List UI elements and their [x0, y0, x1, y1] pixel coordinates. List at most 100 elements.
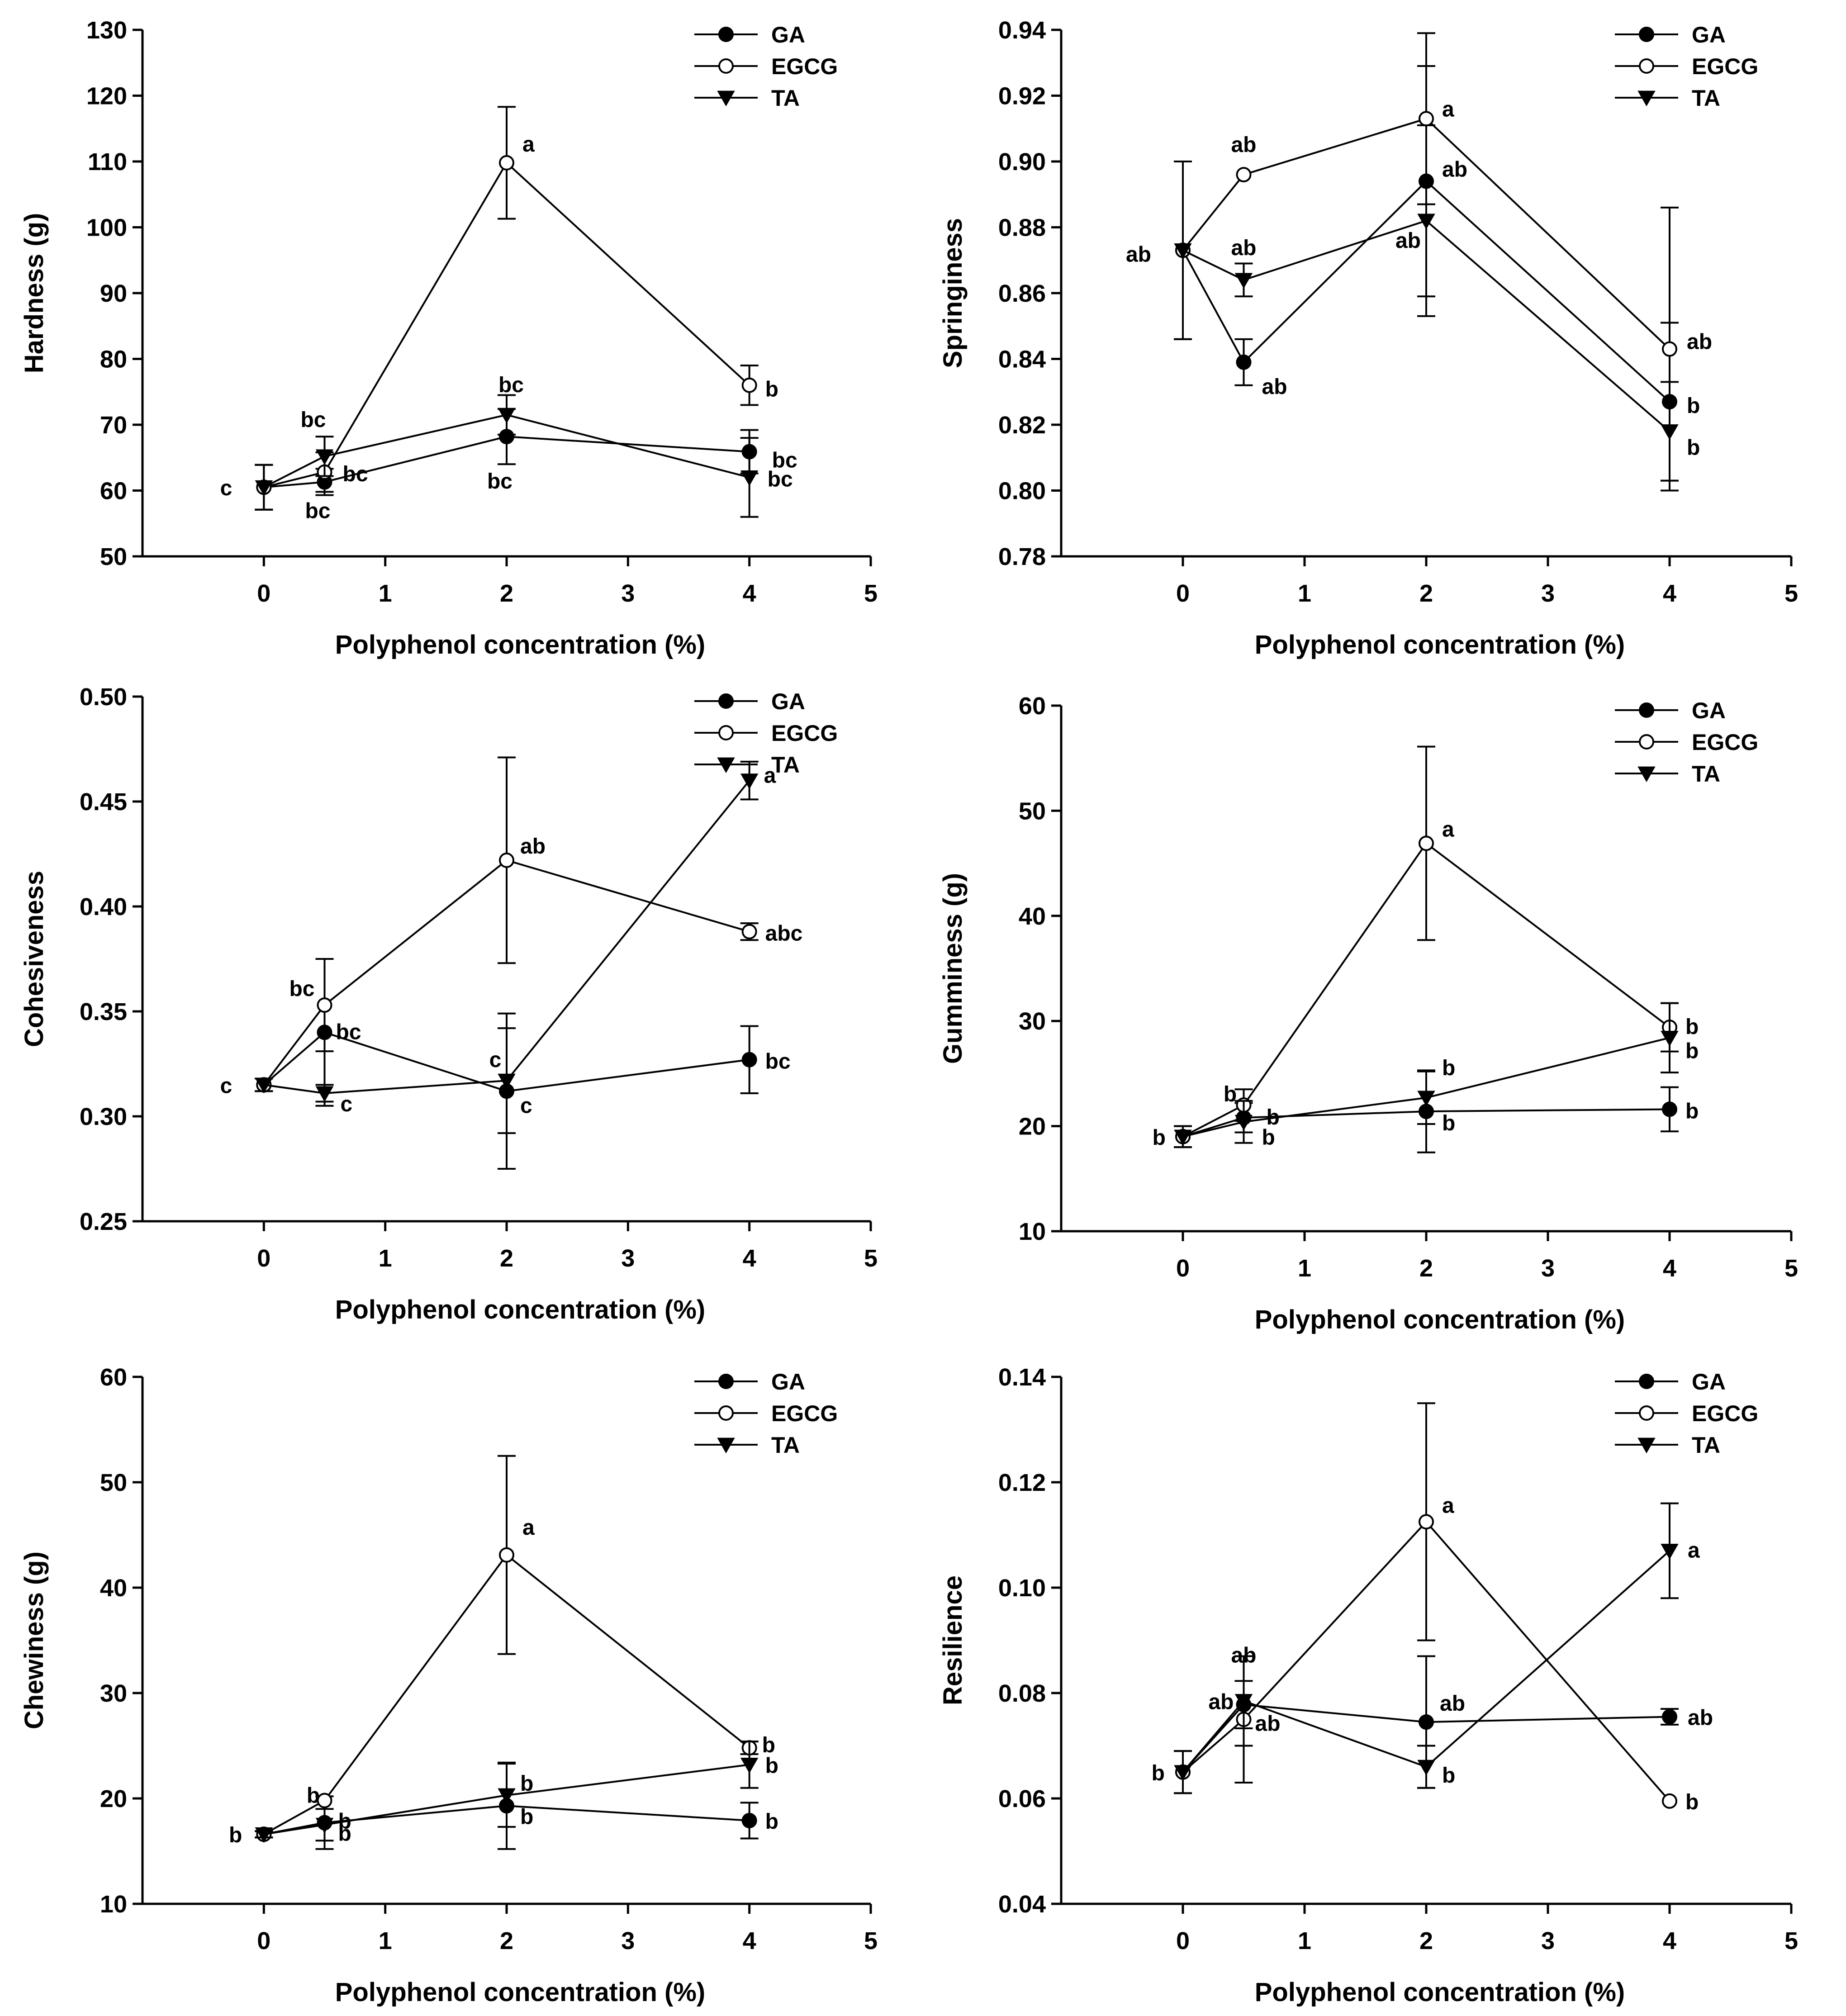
x-tick-label: 5 [864, 580, 878, 607]
y-axis-title: Cohesiveness [19, 871, 49, 1047]
marker-ga [1639, 27, 1654, 42]
significance-label: b [765, 1754, 778, 1778]
marker-egcg [1662, 1793, 1677, 1809]
y-tick-label: 30 [100, 1680, 127, 1707]
significance-label: a [1442, 817, 1454, 841]
significance-label: ab [1208, 1690, 1234, 1714]
series-ta: ab b a [1174, 1502, 1700, 1794]
legend-label-ga: GA [1692, 1369, 1726, 1395]
y-tick-label: 60 [100, 1364, 127, 1391]
x-tick-label: 2 [1419, 580, 1433, 607]
x-tick-label: 2 [500, 580, 513, 607]
marker-ta [498, 408, 516, 424]
significance-label: a [1442, 97, 1454, 121]
legend-label-ga: GA [771, 1369, 805, 1395]
series-line [1182, 1703, 1670, 1773]
significance-label: b [1224, 1082, 1237, 1106]
marker-ta [717, 90, 735, 107]
x-tick-label: 3 [621, 1927, 635, 1954]
y-tick-label: 0.08 [998, 1680, 1046, 1707]
marker-ga [1639, 702, 1654, 718]
y-tick-label: 0.84 [998, 346, 1046, 373]
series-line [1182, 180, 1670, 403]
x-tick-label: 1 [1298, 1255, 1311, 1282]
y-tick-label: 20 [100, 1785, 127, 1812]
y-tick-label: 0.90 [998, 148, 1046, 176]
y-tick-label: 0.50 [80, 683, 127, 711]
legend: GA EGCG TA [694, 1369, 838, 1458]
significance-label: b [338, 1822, 351, 1846]
legend: GA EGCG TA [694, 22, 838, 111]
series-ta: ab ab b [1174, 124, 1700, 482]
y-tick-label: 90 [100, 280, 127, 307]
series-line [263, 859, 750, 1086]
x-tick-label: 1 [379, 580, 392, 607]
significance-label: bc [487, 470, 513, 493]
significance-label: bc [765, 1050, 791, 1074]
significance-label: b [520, 1805, 533, 1829]
marker-ta [315, 1086, 334, 1102]
series-ta: b b b [1174, 1002, 1699, 1149]
marker-ta [717, 757, 735, 773]
marker-egcg [718, 1405, 734, 1421]
y-tick-label: 60 [100, 478, 127, 505]
x-axis-title: Polyphenol concentration (%) [1255, 630, 1625, 659]
series-line [1182, 219, 1670, 432]
significance-label: b [1687, 394, 1700, 418]
legend-label-egcg: EGCG [771, 54, 838, 79]
y-tick-label: 0.12 [998, 1469, 1046, 1496]
series-line [263, 1031, 750, 1092]
x-axis-title: Polyphenol concentration (%) [335, 630, 706, 659]
marker-ta [1661, 1030, 1679, 1047]
x-tick-label: 2 [500, 1927, 513, 1954]
x-tick-label: 3 [1541, 580, 1555, 607]
x-tick-label: 2 [1419, 1927, 1433, 1954]
significance-label: c [341, 1092, 353, 1116]
x-axis-title: Polyphenol concentration (%) [335, 1978, 706, 2007]
legend-label-ta: TA [1692, 1433, 1720, 1458]
marker-ga [1662, 1709, 1677, 1725]
significance-label: ab [1395, 229, 1421, 253]
chart-hardness: 50 60 70 80 90 100 110 120 130 0 1 2 3 4 5 Polyphenol c… [19, 17, 878, 659]
significance-label: b [765, 378, 778, 402]
series-line [263, 1553, 750, 1835]
marker-egcg [499, 1547, 514, 1563]
y-tick-label: 0.80 [998, 478, 1046, 505]
legend-label-ga: GA [771, 689, 805, 714]
y-axis-title: Gumminess (g) [938, 873, 968, 1064]
significance-label: bc [343, 462, 368, 486]
series-ta: b b b [255, 1741, 778, 1843]
marker-ta [1661, 1544, 1679, 1560]
x-tick-label: 5 [1784, 580, 1798, 607]
significance-label: a [522, 1516, 535, 1540]
marker-egcg [741, 377, 757, 393]
x-tick-label: 4 [1663, 1255, 1676, 1282]
marker-ta [740, 470, 759, 486]
legend-label-ta: TA [1692, 85, 1720, 111]
y-tick-label: 60 [1019, 693, 1046, 720]
marker-ta [1661, 424, 1679, 440]
marker-egcg [499, 155, 514, 171]
significance-label: b [1262, 1125, 1275, 1149]
legend: GA EGCG TA [1615, 22, 1758, 111]
series-line [264, 1764, 750, 1836]
y-tick-label: 50 [1019, 797, 1046, 825]
significance-label: bc [300, 408, 326, 432]
significance-label: ab [1231, 236, 1256, 260]
legend-label-egcg: EGCG [1692, 1401, 1758, 1426]
x-tick-label: 4 [743, 1245, 756, 1272]
significance-label: b [765, 1810, 778, 1834]
marker-ta [740, 1758, 759, 1774]
y-tick-label: 0.94 [998, 17, 1046, 44]
significance-label: bc [289, 977, 314, 1001]
significance-label: b [1442, 1056, 1455, 1080]
marker-ta [740, 773, 759, 789]
series-line [263, 414, 750, 489]
significance-label: ab [520, 835, 546, 859]
legend-label-ta: TA [771, 85, 800, 111]
y-tick-label: 0.82 [998, 412, 1046, 439]
x-tick-label: 0 [257, 1927, 270, 1954]
y-axis-title: Springiness [938, 218, 968, 368]
marker-ga [741, 1052, 757, 1067]
